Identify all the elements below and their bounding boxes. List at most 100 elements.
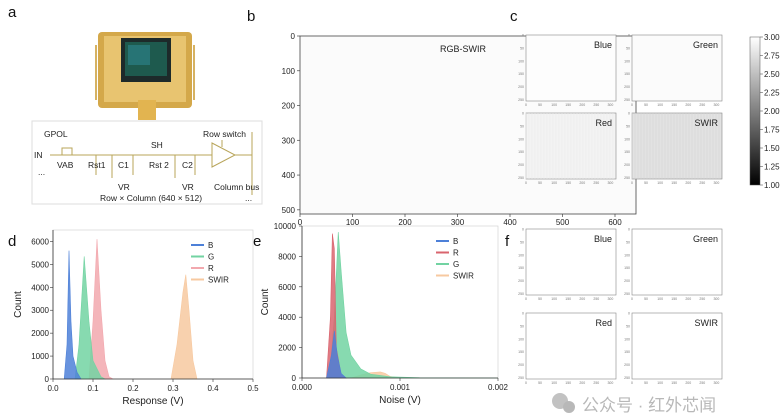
y-tick-label: 250: [518, 292, 524, 296]
x-tick-label: 150: [671, 181, 677, 185]
y-tick-label: 100: [624, 253, 630, 257]
y-tick-label: 1000: [31, 352, 49, 361]
x-tick-label: 0: [298, 218, 303, 227]
x-tick-label: 100: [551, 103, 557, 107]
y-tick-label: 250: [518, 376, 524, 380]
colorbar-tick-label: 1.25: [764, 163, 780, 172]
x-tick-label: 400: [503, 218, 517, 227]
y-tick-label: 500: [282, 206, 296, 215]
x-tick-label: 100: [551, 297, 557, 301]
y-tick-label: 300: [282, 136, 296, 145]
x-tick-label: 0.1: [87, 384, 99, 393]
map-area: [525, 312, 617, 380]
x-tick-label: 200: [579, 103, 585, 107]
x-tick-label: 200: [685, 381, 691, 385]
y-tick-label: 2000: [31, 329, 49, 338]
x-tick-label: 0: [631, 381, 633, 385]
x-tick-label: 0: [631, 181, 633, 185]
x-tick-label: 100: [657, 381, 663, 385]
x-tick-label: 150: [565, 181, 571, 185]
x-tick-label: 0: [525, 381, 527, 385]
histogram-b: [63, 250, 82, 380]
response-histogram: 0.0 0.1 0.2 0.3 0.4 0.5 0 1000 2000 3000 4000 5000 6…: [13, 229, 259, 407]
y-tick-label: 100: [518, 253, 524, 257]
x-tick-label: 0.000: [292, 383, 313, 392]
label-vr-2: VR: [182, 182, 194, 192]
legend-label-g: G: [208, 253, 214, 262]
x-tick-label: 300: [713, 381, 719, 385]
x-tick-label: 100: [551, 181, 557, 185]
x-tick-label: 0.2: [127, 384, 139, 393]
map-green: Green 0 50 100 150 200 250 300 0 50 100 150 200 250: [624, 34, 723, 107]
x-tick-label: 50: [538, 181, 542, 185]
y-tick-label: 0: [291, 32, 296, 41]
y-tick-label: 50: [626, 240, 630, 244]
y-tick-label: 100: [624, 137, 630, 141]
y-tick-label: 50: [520, 240, 524, 244]
y-tick-label: 150: [624, 150, 630, 154]
x-tick-label: 150: [671, 381, 677, 385]
colorbar-tick-label: 1.50: [764, 144, 780, 153]
x-tick-label: 250: [593, 103, 599, 107]
x-tick-label: 0: [525, 181, 527, 185]
legend-label-b: B: [453, 237, 458, 246]
label-c2: C2: [182, 160, 193, 170]
y-tick-label: 100: [624, 59, 630, 63]
x-tick-label: 50: [538, 381, 542, 385]
legend-label-swir: SWIR: [453, 272, 474, 281]
x-tick-label: 200: [579, 181, 585, 185]
x-tick-label: 100: [346, 218, 360, 227]
label-ellipsis-right: ...: [245, 193, 252, 203]
y-tick-label: 100: [518, 337, 524, 341]
rgb-swir-label: RGB-SWIR: [440, 44, 486, 54]
x-axis-label: Response (V): [122, 396, 183, 407]
y-tick-label: 6000: [278, 283, 296, 292]
y-tick-label: 50: [626, 324, 630, 328]
x-tick-label: 0: [631, 297, 633, 301]
y-tick-label: 400: [282, 171, 296, 180]
label-ellipsis-left: ...: [38, 167, 45, 177]
y-tick-label: 150: [518, 266, 524, 270]
x-tick-label: 0.0: [47, 384, 59, 393]
y-tick-label: 50: [626, 124, 630, 128]
y-tick-label: 4000: [31, 283, 49, 292]
panel-label-f: f: [505, 233, 510, 250]
y-tick-label: 250: [518, 176, 524, 180]
x-tick-label: 50: [644, 181, 648, 185]
x-tick-label: 200: [579, 297, 585, 301]
x-tick-label: 50: [538, 297, 542, 301]
y-tick-label: 150: [518, 350, 524, 354]
y-tick-label: 200: [518, 85, 524, 89]
x-tick-label: 0: [525, 297, 527, 301]
y-tick-label: 8000: [278, 252, 296, 261]
x-tick-label: 150: [565, 103, 571, 107]
y-tick-label: 100: [518, 59, 524, 63]
x-tick-label: 250: [699, 181, 705, 185]
panel-label-d: d: [8, 233, 16, 250]
x-tick-label: 250: [593, 381, 599, 385]
panel-label-c: c: [510, 8, 518, 25]
label-sh: SH: [151, 140, 163, 150]
map-title: Red: [595, 118, 612, 128]
x-tick-label: 0.001: [390, 383, 411, 392]
x-tick-label: 0.4: [207, 384, 219, 393]
map-title: Green: [693, 40, 718, 50]
x-tick-label: 250: [699, 381, 705, 385]
sensor-chip-photo: [95, 32, 195, 120]
x-tick-label: 300: [713, 103, 719, 107]
x-tick-label: 300: [713, 181, 719, 185]
x-tick-label: 50: [644, 297, 648, 301]
y-tick-label: 3000: [31, 306, 49, 315]
x-tick-label: 250: [699, 103, 705, 107]
y-tick-label: 200: [624, 85, 630, 89]
label-array-size: Row × Column (640 × 512): [100, 193, 202, 203]
y-tick-label: 0: [45, 375, 50, 384]
y-tick-label: 50: [520, 124, 524, 128]
y-tick-label: 0: [522, 312, 524, 316]
y-tick-label: 6000: [31, 237, 49, 246]
map-title: SWIR: [695, 318, 719, 328]
label-vab: VAB: [57, 160, 74, 170]
y-tick-label: 0: [628, 34, 630, 38]
legend-label-swir: SWIR: [208, 276, 229, 285]
